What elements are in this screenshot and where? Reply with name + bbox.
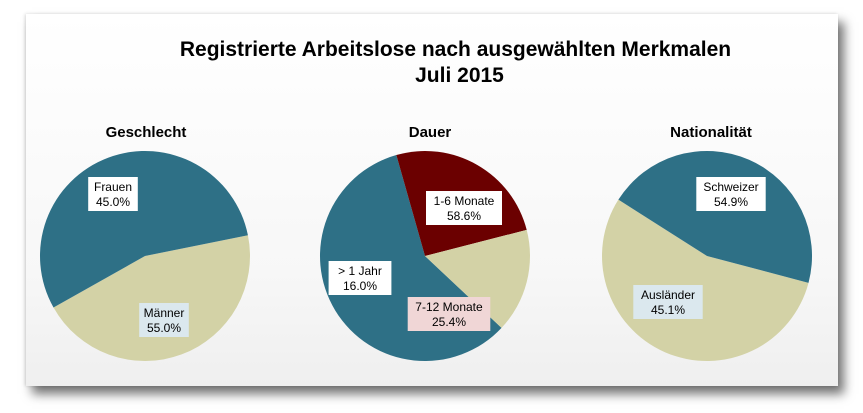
slice-name: Ausländer xyxy=(641,288,695,302)
chart-title: Registrierte Arbeitslose nach ausgewählt… xyxy=(0,37,863,89)
slice-value: 45.0% xyxy=(96,195,130,209)
pie-slice xyxy=(425,229,530,328)
slice-name: Schweizer xyxy=(703,180,758,194)
slice-label-box xyxy=(139,303,189,337)
slice-value: 45.1% xyxy=(651,303,685,317)
slice-label-box xyxy=(696,177,766,211)
slice-label-box xyxy=(633,285,703,319)
slice-label-box xyxy=(426,191,502,225)
pie-title: Dauer xyxy=(409,124,452,141)
pie-slice xyxy=(53,235,251,362)
pie-slice xyxy=(602,199,809,361)
slice-name: > 1 Jahr xyxy=(338,264,382,278)
slice-value: 54.9% xyxy=(714,195,748,209)
slice-name: 1-6 Monate xyxy=(434,194,495,208)
slice-value: 55.0% xyxy=(147,321,181,335)
slice-name: Frauen xyxy=(94,180,132,194)
slice-value: 58.6% xyxy=(447,209,481,223)
pie-title: Nationalität xyxy=(670,124,752,141)
chart-title-line2: Juli 2015 xyxy=(415,64,504,87)
slice-value: 25.4% xyxy=(432,315,466,329)
chart-title-line1: Registrierte Arbeitslose nach ausgewählt… xyxy=(179,38,732,61)
slice-name: 7-12 Monate xyxy=(415,300,483,314)
slice-label-box xyxy=(88,177,138,211)
pie-title: Geschlecht xyxy=(106,124,187,141)
slice-name: Männer xyxy=(144,306,185,320)
slice-label-box xyxy=(328,261,392,295)
slice-label-box xyxy=(407,297,491,331)
slice-value: 16.0% xyxy=(343,279,377,293)
